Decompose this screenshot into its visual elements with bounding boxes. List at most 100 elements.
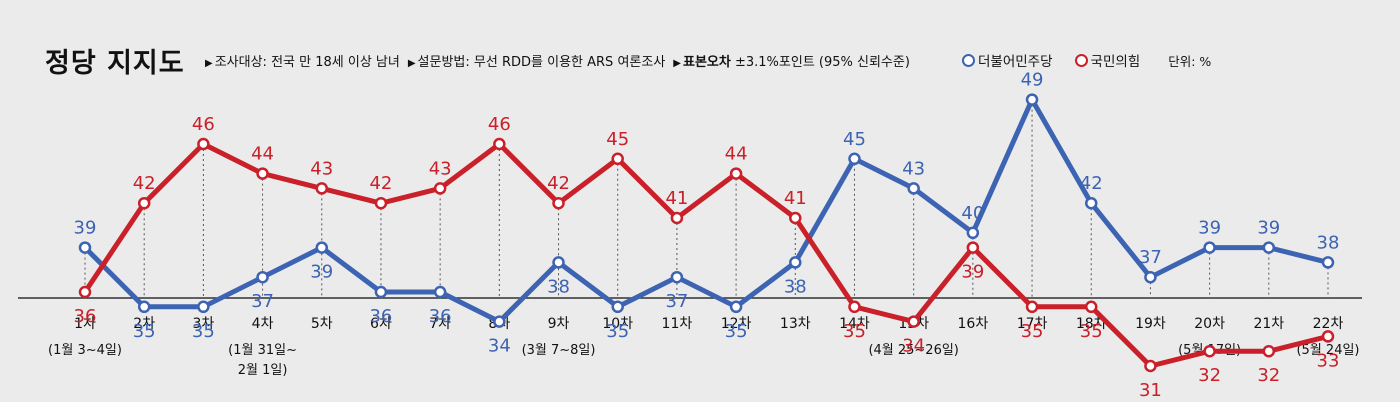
date-annotation: (4월 25~26일) <box>868 343 958 358</box>
data-point-ppp <box>1262 344 1276 358</box>
data-point-democratic <box>137 300 151 314</box>
data-point-ppp <box>1203 344 1216 358</box>
data-label-democratic: 34 <box>488 336 511 357</box>
data-point-democratic <box>1203 241 1216 254</box>
data-point-ppp <box>493 137 506 151</box>
date-annotation: (5월 24일) <box>1296 343 1359 358</box>
data-point-ppp <box>1144 359 1157 373</box>
data-label-democratic: 39 <box>310 262 333 283</box>
x-tick-label: 13차 <box>780 316 811 332</box>
x-tick-label: 18차 <box>1076 316 1107 332</box>
data-label-democratic: 36 <box>429 306 452 327</box>
chart-title: 정당 지지도 <box>45 47 185 79</box>
date-annotation: (1월 31일~ <box>228 343 297 358</box>
data-point-ppp <box>1084 300 1098 314</box>
x-tick-label: 16차 <box>958 316 989 332</box>
x-tick-label: 21차 <box>1253 316 1284 332</box>
data-label-democratic: 35 <box>725 321 748 342</box>
meta-error-label: 표본오차 <box>683 54 731 70</box>
data-point-ppp <box>789 211 802 225</box>
data-point-democratic <box>966 226 980 240</box>
data-point-ppp <box>966 241 980 254</box>
data-point-ppp <box>611 152 624 166</box>
x-tick-label: 9차 <box>548 316 570 332</box>
data-point-democratic <box>256 270 269 284</box>
x-tick-label: 10차 <box>602 316 633 332</box>
data-label-democratic: 35 <box>606 321 629 342</box>
data-label-democratic: 38 <box>1317 232 1340 253</box>
x-tick-label: 11차 <box>662 316 693 332</box>
data-point-democratic <box>433 285 447 299</box>
data-point-ppp <box>552 196 565 210</box>
triangle-bullet-icon: ▶ <box>205 57 213 69</box>
data-point-democratic <box>197 300 210 314</box>
data-label-democratic: 38 <box>784 276 807 297</box>
data-label-democratic: 36 <box>369 306 392 327</box>
data-label-democratic: 40 <box>961 203 984 224</box>
data-label-ppp: 44 <box>251 144 274 165</box>
meta-error-value: ±3.1%포인트 (95% 신뢰수준) <box>734 54 910 70</box>
data-label-ppp: 44 <box>725 144 748 165</box>
data-point-ppp <box>1321 330 1335 343</box>
data-label-ppp: 41 <box>665 188 688 209</box>
data-label-democratic: 49 <box>1021 70 1044 91</box>
legend-item-ppp: 국민의힘 <box>1074 50 1140 70</box>
data-label-ppp: 41 <box>784 188 807 209</box>
data-point-democratic <box>552 256 565 269</box>
data-label-ppp: 39 <box>961 262 984 283</box>
series-line-democratic <box>82 97 1331 325</box>
data-point-democratic <box>1084 196 1098 210</box>
x-tick-label: 12차 <box>721 316 752 332</box>
data-label-ppp: 42 <box>369 173 392 194</box>
data-point-democratic <box>78 241 92 254</box>
data-label-ppp: 46 <box>488 114 511 135</box>
data-label-ppp: 35 <box>1080 321 1103 342</box>
triangle-bullet-icon: ▶ <box>407 57 416 69</box>
data-label-democratic: 35 <box>192 321 215 342</box>
data-point-ppp <box>137 196 151 210</box>
meta-target-label: 조사대상: <box>214 54 267 70</box>
legend-item-democratic: 더불어민주당 <box>962 50 1053 70</box>
data-label-democratic: 43 <box>902 158 925 179</box>
x-tick-label: 3차 <box>192 316 214 332</box>
data-label-democratic: 39 <box>1198 218 1221 239</box>
series-line-ppp <box>82 141 1331 369</box>
x-tick-label: 14차 <box>839 316 870 332</box>
legend: 더불어민주당 국민의힘 단위: % <box>962 40 1211 80</box>
data-label-ppp: 42 <box>547 173 570 194</box>
data-label-ppp: 32 <box>1198 365 1221 386</box>
data-label-ppp: 35 <box>843 321 866 342</box>
data-label-ppp: 43 <box>429 158 452 179</box>
x-tick-label: 19차 <box>1135 316 1166 332</box>
legend-label-democratic: 더불어민주당 <box>978 54 1053 70</box>
data-label-ppp: 31 <box>1139 380 1162 401</box>
data-point-ppp <box>848 300 861 314</box>
x-tick-label: 22차 <box>1313 316 1344 332</box>
data-point-democratic <box>374 285 388 299</box>
data-point-democratic <box>1025 93 1039 106</box>
data-label-ppp: 36 <box>74 306 97 327</box>
meta-method: ▶ 설문방법: 무선 RDD를 이용한 ARS 여론조사 <box>408 51 665 70</box>
data-label-ppp: 35 <box>1021 321 1044 342</box>
data-point-democratic <box>1262 241 1276 254</box>
data-label-ppp: 45 <box>606 129 629 150</box>
data-point-democratic <box>907 182 920 195</box>
x-tick-label: 7차 <box>429 316 451 332</box>
data-point-ppp <box>315 182 329 195</box>
meta-error: ▶ 표본오차 ±3.1%포인트 (95% 신뢰수준) <box>673 51 910 70</box>
data-point-democratic <box>670 270 684 284</box>
data-point-democratic <box>729 300 743 314</box>
date-annotation: (3월 7~8일) <box>522 343 596 358</box>
triangle-bullet-icon: ▶ <box>673 57 681 69</box>
data-point-ppp <box>374 196 388 210</box>
meta-method-label: 설문방법: <box>417 54 470 70</box>
circle-marker-icon <box>962 53 975 67</box>
x-tick-label: 5차 <box>311 316 333 332</box>
data-point-democratic <box>611 300 624 314</box>
unit-label: 단위: % <box>1168 53 1212 69</box>
data-label-democratic: 45 <box>843 129 866 150</box>
data-label-ppp: 43 <box>310 158 333 179</box>
data-point-democratic <box>493 315 506 328</box>
data-label-democratic: 39 <box>1257 218 1280 239</box>
